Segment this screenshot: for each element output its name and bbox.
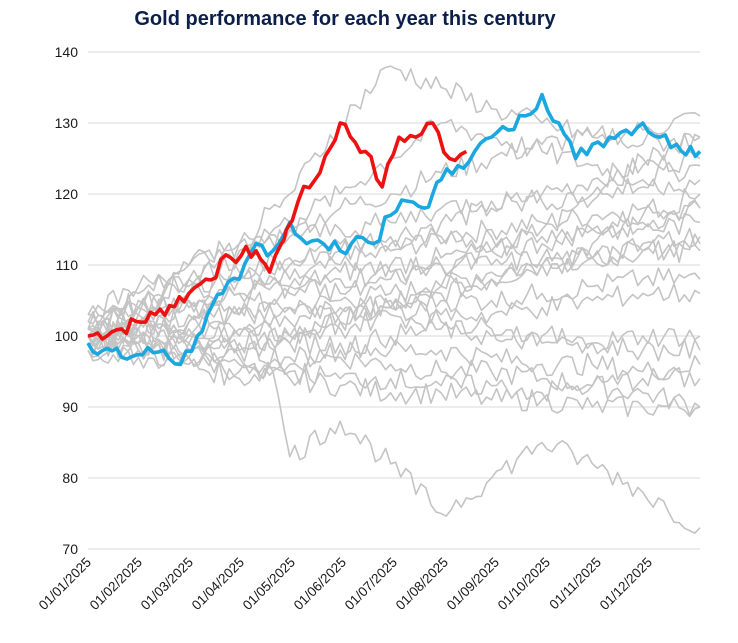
other-series-line-18 xyxy=(87,227,701,354)
other-series-line-20 xyxy=(87,328,701,402)
other-series-line-16 xyxy=(87,309,701,370)
y-tick-label: 80 xyxy=(62,470,78,486)
chart-title: Gold performance for each year this cent… xyxy=(134,8,556,30)
x-tick-label: 01/03/2025 xyxy=(138,555,196,613)
x-tick-label: 01/06/2025 xyxy=(291,555,349,613)
current-series-line-0 xyxy=(87,121,468,341)
other-series-line-13 xyxy=(87,319,701,387)
other-series-line-19 xyxy=(87,283,701,358)
other-series-line-6 xyxy=(87,112,701,325)
current-year-series xyxy=(87,121,468,341)
other-series-line-2 xyxy=(87,198,701,350)
highlight-series-line-1 xyxy=(86,92,702,367)
highlight-series xyxy=(86,92,702,367)
x-tick-label: 01/10/2025 xyxy=(495,555,553,613)
y-tick-label: 120 xyxy=(55,186,79,202)
x-tick-label: 01/09/2025 xyxy=(444,555,502,613)
x-tick-label: 01/12/2025 xyxy=(597,555,655,613)
y-tick-label: 130 xyxy=(55,115,79,131)
y-tick-label: 100 xyxy=(55,328,79,344)
y-tick-label: 110 xyxy=(56,257,79,273)
x-tick-label: 01/08/2025 xyxy=(393,555,451,613)
x-tick-label: 01/05/2025 xyxy=(240,555,298,613)
y-axis-tick-labels: 70 80 90 100 110 120 130 140 xyxy=(55,44,79,557)
other-series-line-10 xyxy=(87,188,701,338)
x-tick-label: 01/01/2025 xyxy=(36,555,94,613)
x-tick-label: 01/07/2025 xyxy=(342,555,400,613)
y-tick-label: 140 xyxy=(55,44,79,60)
other-series-line-23 xyxy=(87,177,701,319)
other-series-line-11 xyxy=(87,313,701,381)
y-tick-label: 70 xyxy=(62,541,78,557)
x-tick-label: 01/11/2025 xyxy=(546,555,604,613)
x-tick-label: 01/02/2025 xyxy=(87,555,145,613)
gridlines xyxy=(88,51,700,550)
y-tick-label: 90 xyxy=(62,399,78,415)
x-tick-label: 01/04/2025 xyxy=(189,555,247,613)
other-series-line-14 xyxy=(87,240,701,337)
x-axis-tick-labels: 01/01/202501/02/202501/03/202501/04/2025… xyxy=(36,555,655,613)
other-series-line-17 xyxy=(87,65,701,327)
other-series-line-15 xyxy=(87,213,701,330)
